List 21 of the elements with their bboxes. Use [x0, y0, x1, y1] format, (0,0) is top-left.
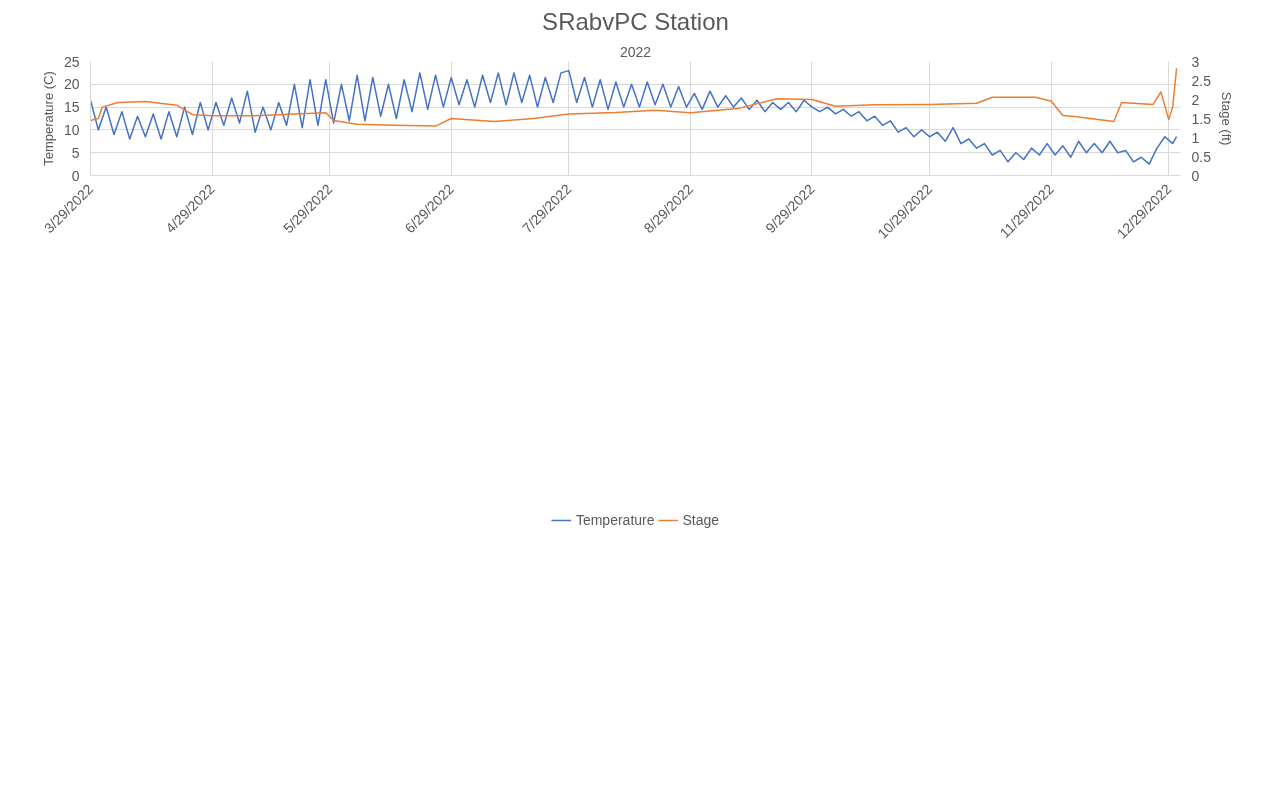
y2-tick-label: 1.5	[1191, 110, 1212, 127]
y2-tick-label: 0.5	[1191, 148, 1212, 165]
line-series	[90, 69, 1178, 165]
y-tick-label: 0	[71, 167, 80, 184]
y-tick-label: 20	[63, 76, 80, 93]
y-tick-label: 10	[63, 121, 80, 138]
y2-tick-label: 2	[1191, 91, 1200, 108]
y2-tick-label: 1	[1191, 129, 1200, 146]
y-axis-title: Temperature (C)	[40, 71, 56, 166]
y-tick-label: 15	[63, 99, 80, 116]
legend-label: Stage	[682, 512, 720, 528]
y2-tick-label: 3	[1191, 53, 1200, 70]
chart-title: SRabvPC Station	[542, 7, 729, 35]
line-series	[90, 67, 1178, 127]
legend-label: Temperature	[575, 512, 655, 528]
y-tick-label: 25	[63, 53, 80, 70]
y-tick-label: 5	[71, 144, 80, 161]
chart-subtitle: 2022	[619, 43, 652, 60]
y2-tick-label: 2.5	[1191, 72, 1212, 89]
y2-tick-label: 0	[1191, 167, 1200, 184]
y2-axis-title: Stage (ft)	[1218, 91, 1234, 146]
